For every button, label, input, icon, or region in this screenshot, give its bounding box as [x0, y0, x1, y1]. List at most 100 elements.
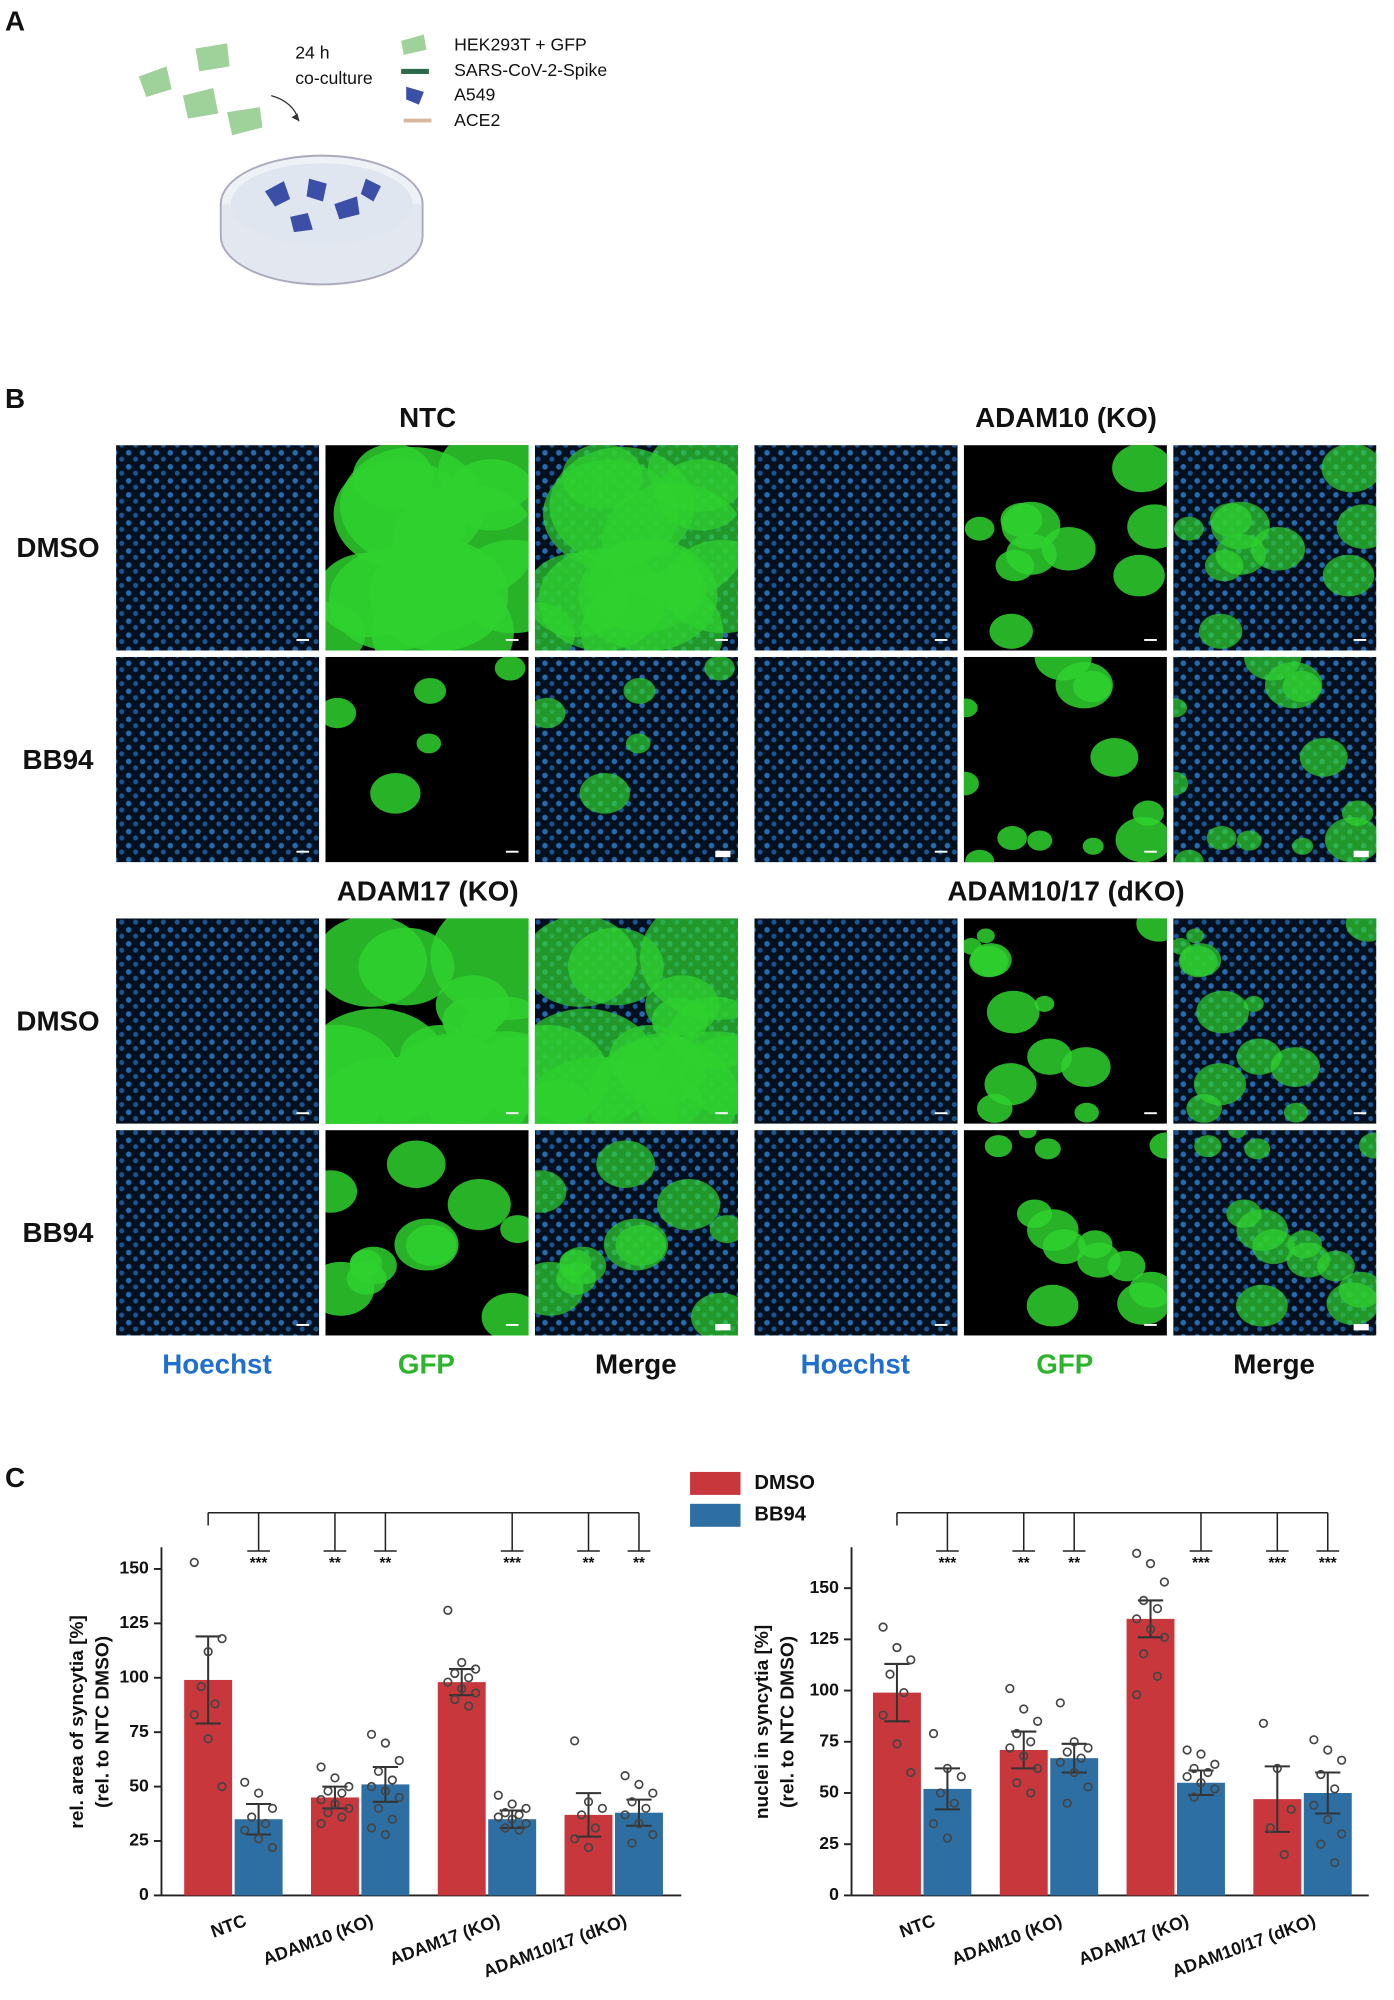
channel-label: GFP — [1036, 1348, 1093, 1379]
gfp-cell — [1178, 945, 1218, 978]
data-point — [507, 1799, 517, 1809]
data-point — [1182, 1745, 1192, 1755]
legend-text: SARS-CoV-2-Spike — [454, 60, 607, 80]
significance: ** — [583, 1555, 595, 1572]
micrograph — [116, 656, 320, 863]
gfp-cell — [976, 1094, 1013, 1123]
scale-bar — [1144, 1112, 1157, 1115]
gfp-cell — [1082, 837, 1104, 855]
bar — [872, 1692, 921, 1896]
data-point — [387, 1775, 397, 1785]
gfp-cell — [1113, 554, 1165, 597]
gfp-cell — [1345, 918, 1377, 942]
data-point — [366, 1781, 377, 1792]
image-bg — [116, 1130, 320, 1336]
gfp-cell — [1132, 800, 1164, 826]
data-point — [450, 1694, 460, 1705]
gfp-cell — [370, 772, 421, 814]
y-tick-label: 50 — [129, 1775, 149, 1795]
scale-bar — [296, 1112, 310, 1115]
x-tick-label: ADAM10/17 (dKO) — [481, 1910, 630, 1981]
gfp-cell — [358, 927, 455, 1006]
data-point — [1272, 1763, 1282, 1774]
micrograph — [963, 656, 1167, 863]
significance: ** — [380, 1555, 392, 1572]
gfp-cell — [339, 447, 486, 565]
data-point — [514, 1825, 524, 1835]
micrograph — [754, 656, 958, 863]
data-point — [373, 1803, 384, 1814]
data-point — [316, 1794, 326, 1805]
data-point — [906, 1655, 916, 1665]
micrograph — [754, 918, 958, 1124]
data-point — [1132, 1690, 1142, 1700]
data-point — [1286, 1804, 1296, 1815]
data-point — [1309, 1735, 1319, 1745]
gfp-cell — [1336, 504, 1377, 549]
data-point — [323, 1786, 333, 1796]
data-point — [1203, 1767, 1213, 1778]
data-point — [254, 1788, 264, 1798]
scale-bar — [934, 639, 948, 641]
gfp-cell — [1358, 1132, 1377, 1159]
gfp-cell — [1236, 1284, 1288, 1327]
gfp-cell — [1206, 826, 1237, 851]
gfp-cell — [481, 1292, 529, 1336]
gfp-cell — [567, 927, 664, 1006]
scale-bar — [1353, 1112, 1367, 1115]
error-bar — [934, 1767, 961, 1811]
data-point — [1189, 1763, 1199, 1774]
x-tick-label: NTC — [897, 1910, 938, 1942]
image-bg — [754, 1130, 958, 1336]
data-point — [337, 1788, 347, 1798]
data-point — [1210, 1784, 1220, 1794]
micrograph — [325, 656, 529, 863]
data-point — [394, 1792, 404, 1803]
data-point — [1033, 1716, 1043, 1726]
arrow-text: 24 h — [295, 42, 329, 62]
legend-label: DMSO — [754, 1472, 815, 1494]
gfp-cell — [989, 613, 1033, 649]
y-tick-label: 50 — [819, 1782, 839, 1802]
gfp-cell — [1149, 1132, 1167, 1159]
row-label: DMSO — [16, 1005, 99, 1036]
bar — [310, 1797, 359, 1896]
data-point — [942, 1763, 953, 1774]
data-point — [1196, 1778, 1206, 1788]
gfp-cell — [1174, 849, 1204, 863]
gfp-cell — [406, 1224, 457, 1266]
micrograph — [534, 1130, 738, 1336]
data-point — [380, 1829, 391, 1840]
data-point — [373, 1766, 384, 1777]
data-point — [1330, 1857, 1340, 1868]
gfp-cell — [704, 656, 735, 681]
gfp-cell — [1186, 1094, 1223, 1123]
data-point — [906, 1767, 916, 1778]
micrograph — [116, 1130, 320, 1336]
data-point — [1062, 1747, 1072, 1757]
micrograph — [1173, 918, 1377, 1124]
group-title: ADAM17 (KO) — [337, 875, 519, 906]
scale-bar — [1144, 639, 1157, 641]
data-point — [344, 1781, 354, 1792]
micrograph — [963, 918, 1167, 1124]
data-point — [1012, 1728, 1022, 1739]
error-bar — [1011, 1730, 1037, 1770]
micrograph — [116, 445, 320, 651]
data-point — [443, 1677, 453, 1687]
micrograph — [754, 445, 958, 651]
scale-bar — [505, 1112, 519, 1115]
y-tick-label: 0 — [829, 1884, 839, 1904]
gfp-cell — [1322, 554, 1375, 597]
y-tick-label: 75 — [129, 1721, 149, 1741]
data-point — [1337, 1829, 1347, 1839]
data-point — [189, 1557, 199, 1568]
gfp-cell — [1090, 737, 1139, 777]
scale-bar — [505, 1323, 519, 1326]
gfp-cell — [1112, 445, 1167, 493]
data-point — [570, 1736, 580, 1746]
data-point — [1337, 1755, 1347, 1765]
gfp-cell — [984, 1135, 1013, 1158]
